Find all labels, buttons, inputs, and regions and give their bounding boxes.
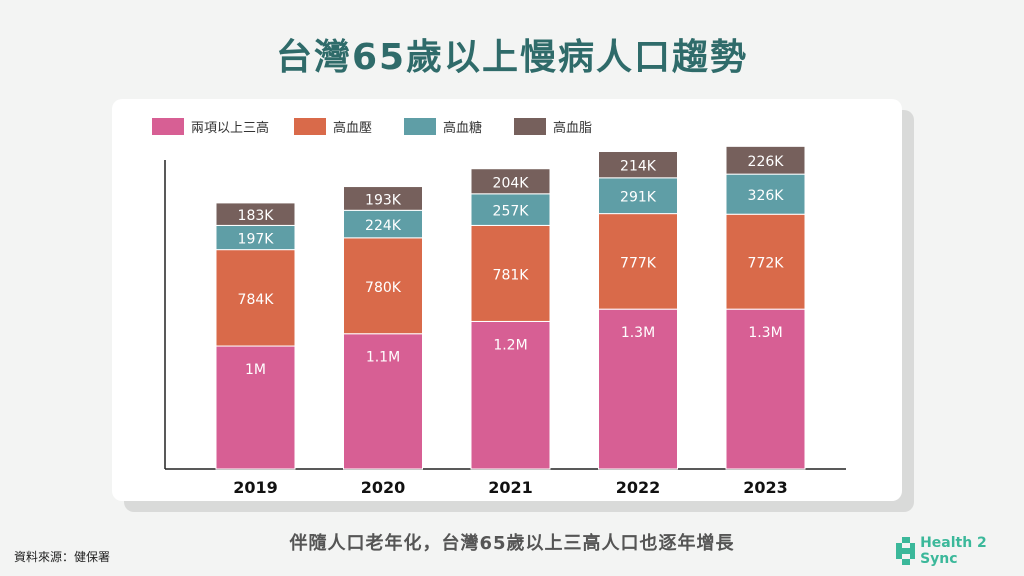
data-label: 224K [365,218,402,234]
x-tick-label: 2023 [743,478,788,497]
bar-segment [725,173,806,215]
data-label: 781K [493,267,530,283]
legend-swatch [514,118,546,135]
data-label: 291K [620,190,657,206]
x-tick-label: 2020 [361,478,406,497]
bar-segment [470,193,551,226]
bar-segment [725,213,806,310]
data-label: 326K [748,188,785,204]
legend-item: 高血糖 [404,117,514,136]
data-label: 1.3M [748,325,782,341]
data-label: 777K [620,255,657,271]
bar-segment [725,145,806,175]
legend-item: 兩項以上三高 [152,117,294,136]
health2sync-logo-icon [896,537,916,565]
legend-item: 高血脂 [514,117,624,136]
data-label: 772K [748,256,785,272]
bar-segment [215,249,296,347]
bar-segment [470,224,551,322]
data-label: 780K [365,280,402,296]
bar-segment [598,308,678,470]
bar-segment [598,177,678,215]
bar-segment [343,186,423,211]
bar-segment [215,202,296,226]
data-label: 226K [748,154,785,170]
legend: 兩項以上三高 高血壓 高血糖 高血脂 [152,117,624,136]
data-label: 197K [238,232,275,248]
legend-label: 兩項以上三高 [191,121,270,136]
x-tick-label: 2019 [233,478,278,497]
data-label: 1M [245,362,266,378]
data-label: 784K [238,292,275,308]
data-label: 257K [493,204,530,220]
legend-swatch [404,118,436,135]
x-tick-label: 2022 [616,478,661,497]
bar-segment [470,168,551,195]
bar-segment [343,333,423,470]
subtitle: 伴隨人口老年化，台灣65歲以上三高人口也逐年增長 [289,533,735,554]
legend-label: 高血糖 [443,121,483,136]
data-label: 1.2M [493,337,527,353]
legend-label: 高血壓 [333,121,373,136]
bar-segment [343,237,423,335]
legend-swatch [152,118,184,135]
data-label: 204K [493,175,530,191]
bar-segment [598,213,678,310]
logo-text: Health 2 Sync [920,535,987,567]
bar-segment [215,345,296,470]
bar-segment [598,151,678,179]
bar-segment [215,224,296,251]
data-label: 1.3M [621,325,655,341]
bar-segment [343,209,423,239]
data-label: 214K [620,159,657,175]
data-label: 183K [238,208,275,224]
legend-label: 高血脂 [553,121,593,136]
data-label: 193K [365,192,402,208]
logo: Health 2 Sync [896,535,1024,567]
source-note: 資料來源：健保署 [14,550,111,564]
x-tick-label: 2021 [488,478,533,497]
page-title: 台灣65歲以上慢病人口趨勢 [275,37,749,78]
data-label: 1.1M [366,350,400,366]
legend-item: 高血壓 [294,117,404,136]
legend-swatch [294,118,326,135]
